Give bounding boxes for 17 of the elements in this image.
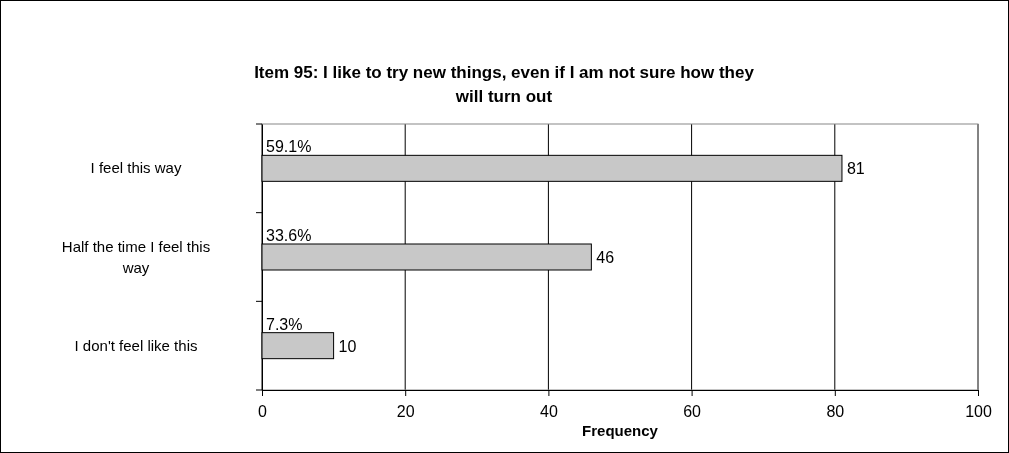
y-tick-label: I don't feel like this bbox=[74, 336, 198, 354]
x-tick-label: 100 bbox=[965, 403, 992, 421]
annotation: 33.6% bbox=[266, 227, 312, 244]
annotation: 59.1% bbox=[266, 138, 312, 156]
y-tick-label: I feel this way bbox=[90, 159, 182, 177]
data-label: 10 bbox=[338, 337, 357, 355]
x-tick-label: 60 bbox=[683, 403, 702, 421]
data-label: 46 bbox=[596, 249, 615, 266]
annotation: 7.3% bbox=[266, 315, 303, 333]
x-tick-label: 80 bbox=[826, 403, 845, 421]
data-label: 81 bbox=[846, 160, 865, 178]
x-axis-title: Frequency bbox=[582, 422, 659, 439]
x-tick-label: 0 bbox=[258, 403, 268, 421]
chart-title: Item 95: I like to try new things, even if I am not sure how they will turn out bbox=[254, 63, 755, 106]
x-tick-label: 40 bbox=[540, 403, 558, 421]
x-tick-label: 20 bbox=[396, 403, 415, 421]
y-tick-label: Half the time I feel this way bbox=[61, 238, 211, 276]
